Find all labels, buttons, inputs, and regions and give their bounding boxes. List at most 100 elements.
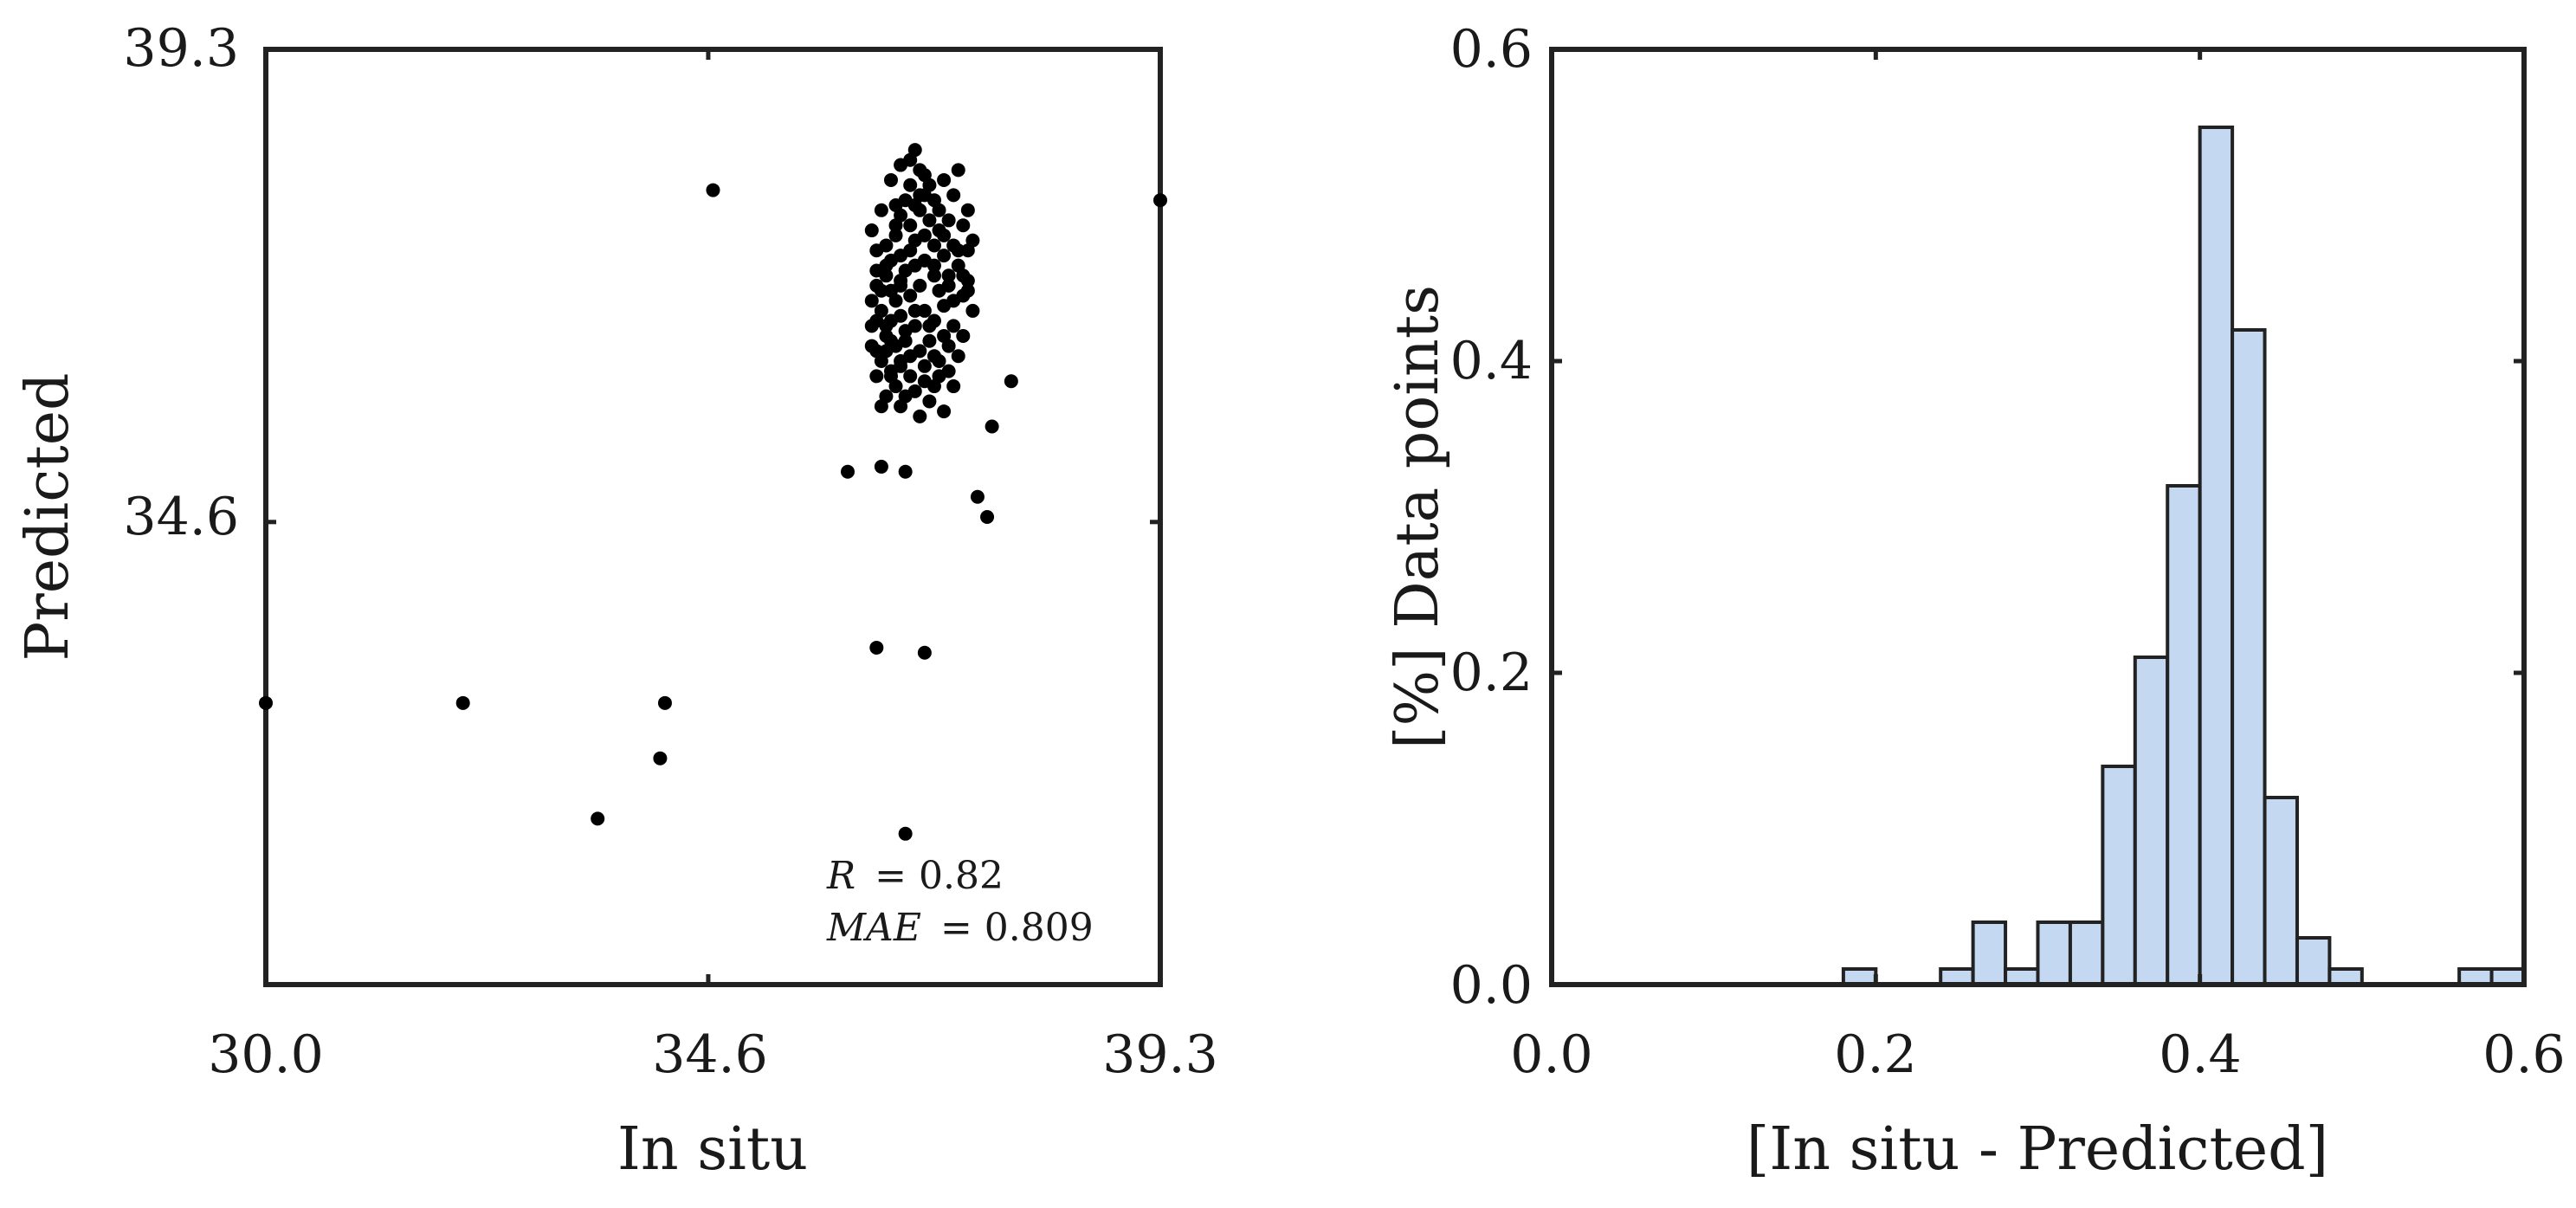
scatter-point-3 [653, 751, 668, 765]
histogram-axes-box [1549, 47, 2527, 987]
scatter-point-100 [869, 263, 884, 278]
hist-ytick-label-0: 0.0 [1450, 955, 1533, 1016]
scatter-point-94 [922, 213, 937, 228]
scatter-xtick-label-2: 39.3 [1102, 1024, 1218, 1085]
scatter-point-10 [841, 464, 855, 479]
histogram-bar-10 [2166, 484, 2202, 986]
scatter-point-118 [913, 163, 927, 178]
scatter-point-110 [883, 369, 898, 384]
scatter-y-axis-label: Predicted [14, 373, 82, 662]
scatter-point-17 [874, 203, 888, 217]
scatter-point-113 [932, 369, 946, 384]
scatter-point-134 [907, 198, 922, 212]
scatter-point-135 [917, 188, 932, 203]
scatter-point-77 [917, 359, 932, 373]
hist-xtick-label-2: 0.4 [2159, 1024, 2241, 1085]
scatter-point-112 [917, 374, 932, 389]
scatter-point-107 [894, 278, 908, 293]
scatter-point-63 [946, 319, 961, 333]
scatter-panel: 30.0 34.6 39.3 34.6 39.3 In situ Predict… [14, 18, 1218, 1184]
mae-label: MAE [826, 906, 921, 950]
r-value: = 0.82 [875, 854, 1004, 898]
scatter-point-13 [970, 489, 985, 504]
r-label: R [826, 854, 855, 898]
hist-ytick-label-1: 0.2 [1450, 643, 1533, 703]
scatter-point-36 [888, 228, 903, 242]
scatter-xtick-label-1: 34.6 [652, 1024, 768, 1085]
scatter-point-4 [657, 695, 672, 710]
histogram-panel: 0.0 0.2 0.4 0.6 0.0 0.2 0.4 0.6 [In situ… [1384, 19, 2566, 1184]
scatter-point-136 [926, 258, 941, 273]
histogram-bar-14 [2295, 936, 2332, 986]
scatter-point-130 [941, 268, 956, 283]
scatter-point-2 [591, 811, 605, 826]
scatter-point-76 [903, 369, 918, 384]
svg-text:R = 0.82: R = 0.82 [826, 854, 1004, 898]
scatter-point-90 [898, 324, 913, 339]
scatter-point-11 [874, 459, 888, 474]
scatter-point-33 [864, 223, 879, 238]
scatter-point-87 [922, 394, 937, 409]
histogram-bar-12 [2231, 328, 2267, 986]
scatter-point-27 [946, 188, 961, 203]
histogram-bar-13 [2263, 796, 2299, 986]
scatter-point-15 [1004, 374, 1018, 389]
scatter-point-120 [937, 228, 952, 242]
scatter-point-16 [985, 419, 999, 434]
histogram-bar-9 [2133, 656, 2170, 986]
scatter-point-21 [907, 143, 922, 158]
scatter-point-99 [883, 253, 898, 268]
svg-text:MAE = 0.809: MAE = 0.809 [826, 906, 1094, 950]
histogram-bar-11 [2198, 126, 2235, 986]
scatter-point-105 [926, 349, 941, 364]
scatter-point-29 [960, 203, 975, 217]
scatter-point-14 [980, 510, 995, 524]
scatter-point-137 [946, 238, 961, 253]
hist-ytick-label-3: 0.6 [1450, 19, 1533, 80]
scatter-tick-marks [263, 47, 1163, 985]
stats-annotation: R = 0.82 MAE = 0.809 [826, 854, 1094, 950]
scatter-point-139 [879, 344, 894, 359]
scatter-point-115 [874, 399, 888, 414]
scatter-point-7 [898, 826, 913, 841]
scatter-point-49 [913, 278, 927, 293]
hist-y-axis-label: [%] Data points [1384, 285, 1452, 749]
histogram-bar-8 [2101, 765, 2137, 986]
scatter-point-0 [259, 695, 273, 710]
scatter-point-85 [869, 369, 884, 384]
scatter-point-131 [894, 359, 908, 373]
scatter-point-91 [888, 294, 903, 308]
scatter-point-8 [869, 640, 884, 655]
scatter-point-5 [706, 183, 720, 197]
scatter-point-102 [960, 243, 975, 258]
scatter-point-101 [956, 218, 971, 233]
scatter-point-114 [946, 379, 961, 394]
scatter-point-124 [898, 263, 913, 278]
scatter-ytick-label-1: 39.3 [123, 18, 239, 79]
scatter-point-55 [864, 294, 879, 308]
scatter-point-133 [888, 198, 903, 212]
scatter-point-104 [937, 328, 952, 343]
scatter-point-128 [922, 319, 937, 333]
scatter-point-138 [956, 268, 971, 283]
scatter-point-46 [965, 303, 980, 318]
scatter-x-axis-label: In situ [617, 1115, 808, 1184]
scatter-point-30 [941, 213, 956, 228]
scatter-point-109 [864, 339, 879, 353]
histogram-bar-7 [2068, 921, 2105, 986]
scatter-point-97 [903, 218, 918, 233]
hist-x-axis-label: [In situ - Predicted] [1746, 1115, 2328, 1184]
scatter-point-6 [1153, 193, 1167, 208]
scatter-point-18 [883, 172, 898, 187]
scatter-point-35 [879, 238, 894, 253]
scatter-point-122 [960, 283, 975, 298]
scatter-point-125 [869, 313, 884, 328]
scatter-point-66 [922, 333, 937, 348]
scatter-point-50 [903, 288, 918, 303]
scatter-point-80 [951, 349, 965, 364]
scatter-point-116 [888, 218, 903, 233]
scatter-point-1 [455, 695, 470, 710]
scatter-point-127 [903, 349, 918, 364]
scatter-point-48 [926, 268, 941, 283]
